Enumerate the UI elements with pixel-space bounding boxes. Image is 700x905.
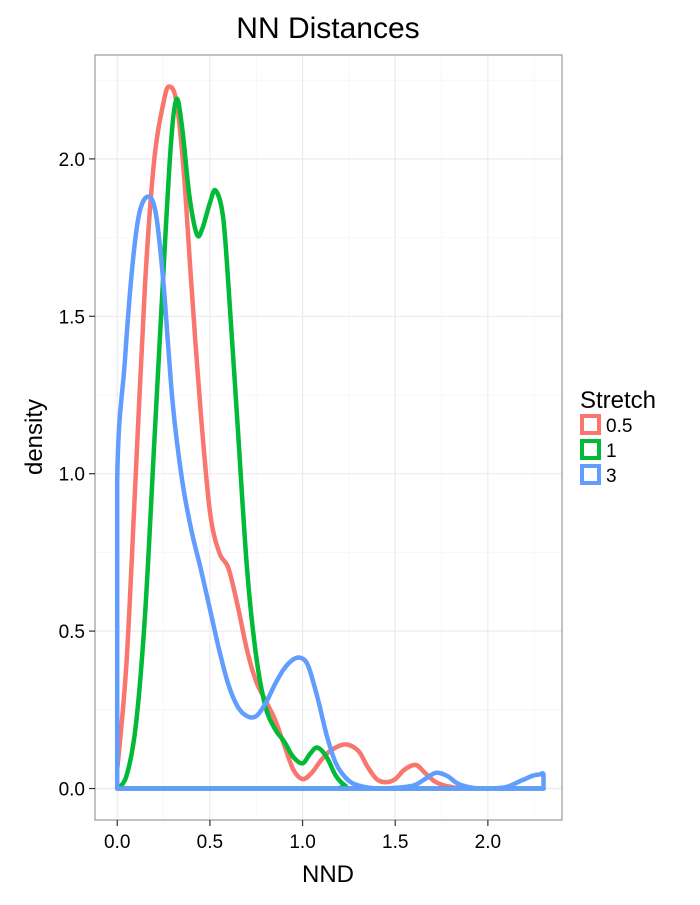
x-tick-label: 0.0 (104, 832, 130, 853)
legend-key-stretch-0-5 (580, 414, 601, 435)
legend-label-stretch-1: 1 (606, 441, 617, 462)
y-tick-label: 2.0 (59, 150, 85, 171)
panel-border (94, 54, 563, 821)
chart-title: NN Distances (236, 12, 419, 45)
density-line-stretch-1 (114, 96, 546, 791)
legend-items: 0.5 1 3 (580, 414, 632, 487)
x-axis-title: NND (302, 861, 354, 888)
y-tick-label: 1.0 (59, 465, 85, 486)
x-tick-label: 2.0 (475, 832, 501, 853)
ticks-layer: 0.0 0.5 1.0 1.5 2.0 0.0 0.5 1.0 1.5 2.0 (59, 150, 502, 853)
grid-layer (95, 55, 562, 820)
y-tick-label: 0.0 (59, 780, 85, 801)
x-tick-label: 1.0 (289, 832, 315, 853)
density-line-stretch-0-5 (114, 84, 546, 791)
legend-key-stretch-3 (580, 464, 601, 485)
y-tick-label: 1.5 (59, 307, 85, 328)
x-tick-label: 1.5 (382, 832, 408, 853)
legend-key-stretch-1 (580, 439, 601, 460)
x-tick-label: 0.5 (197, 832, 223, 853)
y-axis-title: density (21, 399, 48, 475)
legend-label-stretch-3: 3 (606, 466, 617, 487)
legend-title: Stretch (580, 387, 656, 414)
legend-label-stretch-0-5: 0.5 (606, 416, 632, 437)
y-tick-label: 0.5 (59, 622, 85, 643)
density-line-stretch-3 (114, 194, 546, 791)
series-layer (114, 84, 546, 791)
legend: Stretch 0.5 1 3 (580, 387, 656, 487)
